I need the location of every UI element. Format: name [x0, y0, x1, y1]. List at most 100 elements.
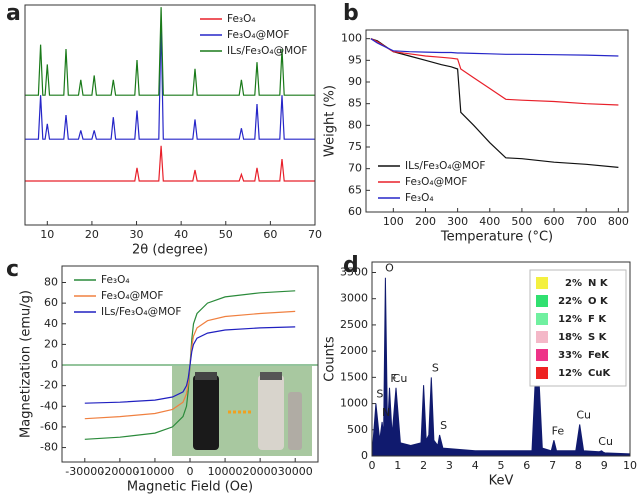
x-tick-label: 50: [219, 228, 233, 241]
y-tick-label: 40: [44, 317, 58, 330]
inset-photo: [172, 366, 312, 456]
panel-label: c: [6, 257, 19, 282]
x-tick-label: 6: [523, 459, 530, 472]
x-tick-label: 100: [383, 215, 404, 228]
y-tick-label: 0: [361, 449, 368, 462]
x-tick-label: -30000: [65, 465, 104, 478]
y-tick-label: 100: [341, 32, 362, 45]
legend-label: Fe₃O₄@MOF: [405, 176, 467, 188]
x-axis-title: Magnetic Field (Oe): [127, 480, 253, 495]
y-tick-label: -60: [40, 420, 58, 433]
x-tick-label: 20000: [243, 465, 278, 478]
plot-frame: [371, 261, 631, 457]
composition-swatch: [536, 367, 548, 379]
y-tick-label: 75: [348, 140, 362, 153]
x-axis-title: KeV: [489, 474, 514, 489]
series-line: [25, 22, 315, 140]
panel-label: a: [6, 1, 21, 26]
composition-box: [529, 269, 627, 387]
vial-clear: [258, 375, 284, 450]
series-line: [25, 7, 315, 96]
x-tick-label: 0: [369, 459, 376, 472]
series-line: [370, 38, 619, 168]
plot-frame: [24, 4, 316, 226]
panel-label: b: [343, 1, 359, 26]
x-tick-label: 30: [130, 228, 144, 241]
x-tick-label: 500: [511, 215, 532, 228]
chart-panel: d 0 1 2 3 4 5 6 7 8 9 10 0 500 1000 1500 2000 2500 3000 350…: [323, 253, 638, 489]
y-tick-label: 95: [348, 53, 362, 66]
x-tick-label: 60: [263, 228, 277, 241]
legend-label: ILs/Fe₃O₄@MOF: [405, 160, 485, 172]
x-tick-label: 8: [575, 459, 582, 472]
y-tick-label: 85: [348, 97, 362, 110]
x-tick-label: 300: [447, 215, 468, 228]
vial-cap: [195, 372, 217, 380]
peak-label: O: [385, 262, 394, 275]
y-axis-title: Counts: [323, 336, 338, 382]
panel-label: d: [343, 253, 359, 278]
y-tick-label: 3500: [340, 265, 368, 278]
vial-cap: [260, 372, 282, 380]
composition-value: 12%: [558, 314, 582, 325]
composition-value: 33%: [558, 350, 582, 361]
x-tick-label: -10000: [135, 465, 174, 478]
legend-label: Fe₃O₄: [405, 192, 434, 204]
composition-swatch: [536, 277, 548, 289]
x-tick-label: 5: [498, 459, 505, 472]
legend-label: Fe₃O₄@MOF: [101, 290, 163, 302]
legend-label: Fe₃O₄: [227, 13, 256, 25]
peak-label: Cu: [393, 372, 408, 385]
x-tick-label: 1: [394, 459, 401, 472]
y-tick-label: 1500: [340, 370, 368, 383]
composition-label: S K: [588, 332, 608, 343]
x-tick-label: 9: [601, 459, 608, 472]
chart-panel: c -30000-20000-10000 0 10000 20000 30000 -80 -6…: [6, 257, 319, 495]
legend-label: Fe₃O₄@MOF: [227, 29, 289, 41]
composition-value: 22%: [558, 296, 582, 307]
composition-value: 12%: [558, 368, 582, 379]
composition-swatch: [536, 295, 548, 307]
composition-value: 18%: [558, 332, 582, 343]
series-line: [84, 326, 296, 404]
y-tick-label: 1000: [340, 397, 368, 410]
y-tick-label: 60: [348, 205, 362, 218]
x-tick-label: 4: [472, 459, 479, 472]
y-tick-label: 2000: [340, 344, 368, 357]
plot-frame: [365, 29, 629, 213]
y-tick-label: 70: [348, 162, 362, 175]
x-tick-label: 0: [187, 465, 194, 478]
y-axis-title: Magnetization (emu/g): [19, 290, 34, 438]
plot-frame: [61, 265, 319, 463]
composition-label: F K: [588, 314, 607, 325]
y-tick-label: 65: [348, 183, 362, 196]
x-tick-label: 800: [608, 215, 629, 228]
x-tick-label: 10: [623, 459, 637, 472]
x-tick-label: 10: [40, 228, 54, 241]
series-line: [25, 145, 315, 182]
composition-label: O K: [588, 296, 609, 307]
peak-label: S: [376, 388, 383, 401]
y-tick-label: 80: [348, 118, 362, 131]
peak-label: Fe: [552, 424, 565, 437]
y-tick-label: 2500: [340, 318, 368, 331]
x-axis-title: 2θ (degree): [132, 243, 208, 258]
y-tick-label: -40: [40, 399, 58, 412]
y-tick-label: 60: [44, 296, 58, 309]
x-tick-label: -20000: [100, 465, 139, 478]
x-tick-label: 600: [544, 215, 565, 228]
y-axis-title: Weight (%): [323, 85, 338, 157]
x-axis-title: Temperature (°C): [440, 230, 553, 245]
x-tick-label: 200: [415, 215, 436, 228]
x-tick-label: 7: [549, 459, 556, 472]
legend-label: ILs/Fe₃O₄@MOF: [227, 45, 307, 57]
y-tick-label: -80: [40, 441, 58, 454]
x-tick-label: 3: [446, 459, 453, 472]
composition-swatch: [536, 349, 548, 361]
peak-label: N: [382, 406, 390, 419]
x-tick-label: 20: [85, 228, 99, 241]
series-line: [370, 38, 619, 106]
chart-panel: a 10 20 30 40 50 60 70 2θ (degree) Fe₃O₄ Fe₃O₄@MOF…: [6, 1, 322, 258]
y-tick-label: 80: [44, 276, 58, 289]
